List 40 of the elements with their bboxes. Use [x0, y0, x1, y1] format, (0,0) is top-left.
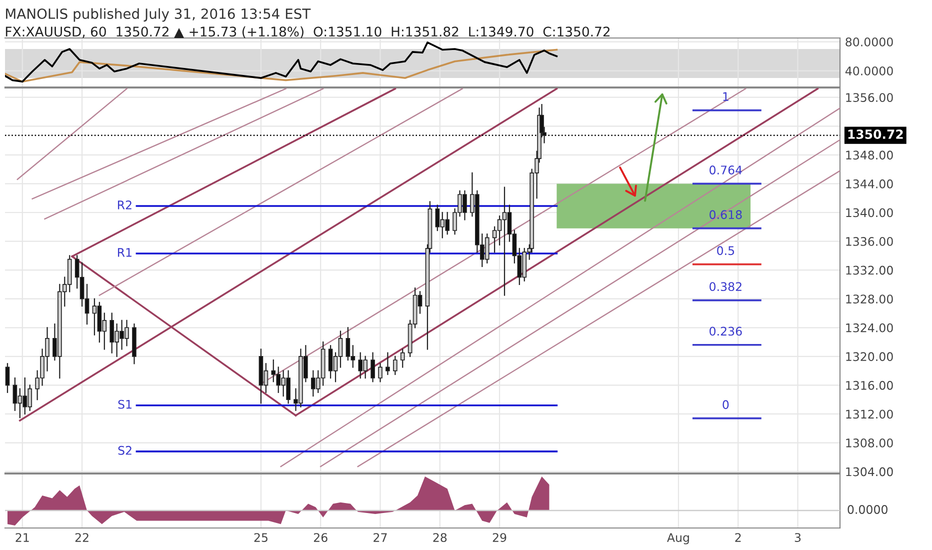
annotation: 0 — [722, 400, 729, 410]
y-tick-label: 1304.00 — [846, 467, 893, 476]
x-tick-label: Aug — [667, 533, 689, 544]
x-tick-label: 3 — [794, 533, 801, 542]
annotation: S1 — [118, 400, 132, 409]
y-tick-label: 80.0000 — [846, 37, 893, 46]
y-tick-label: 1316.00 — [846, 380, 893, 390]
ref-line-label: 1350.72 — [848, 130, 903, 139]
chart-title: MANOLIS published July 31, 2016 13:54 EST — [6, 8, 311, 22]
y-tick-label: 40.0000 — [845, 66, 893, 76]
x-tick-label: 26 — [314, 533, 328, 542]
x-tick-label: 2 — [735, 533, 741, 542]
y-tick-label: 1356.00 — [846, 93, 893, 102]
y-tick-label: 1344.00 — [846, 179, 893, 188]
annotation: 0.236 — [710, 326, 742, 336]
x-tick-label: 27 — [374, 533, 387, 542]
y-tick-label: 1336.00 — [846, 237, 893, 246]
annotation: 0.618 — [710, 210, 742, 220]
y-tick-label: 1320.00 — [846, 352, 893, 362]
annotation: S2 — [118, 446, 132, 455]
x-tick-label: 21 — [16, 533, 29, 542]
annotation: 1 — [723, 92, 728, 101]
y-tick-label: 1324.00 — [846, 323, 893, 332]
y-tick-label: 1348.00 — [846, 150, 893, 160]
y-tick-label: 1328.00 — [846, 294, 893, 304]
annotation: R2 — [118, 200, 132, 210]
y-tick-label: 1312.00 — [846, 410, 893, 419]
ref-line-label: 0.0000 — [848, 505, 888, 514]
annotation: R1 — [118, 248, 132, 257]
x-tick-label: 25 — [254, 533, 268, 542]
y-tick-label: 1308.00 — [846, 438, 893, 448]
x-tick-label: 22 — [75, 533, 88, 542]
annotation: 0.5 — [717, 246, 734, 256]
annotation: 0.764 — [710, 166, 742, 174]
annotation: 0.382 — [710, 282, 742, 292]
x-tick-label: 29 — [492, 533, 506, 542]
y-tick-label: 1332.00 — [846, 266, 893, 275]
x-tick-label: 28 — [433, 533, 447, 542]
chart-subtitle: FX:XAUUSD, 60 1350.72 ▲ +15.73 (+1.18%) O:1351.10 H:1351.82 L:1349.70 C:1350.72 — [6, 26, 610, 38]
y-tick-label: 1340.00 — [846, 208, 893, 218]
